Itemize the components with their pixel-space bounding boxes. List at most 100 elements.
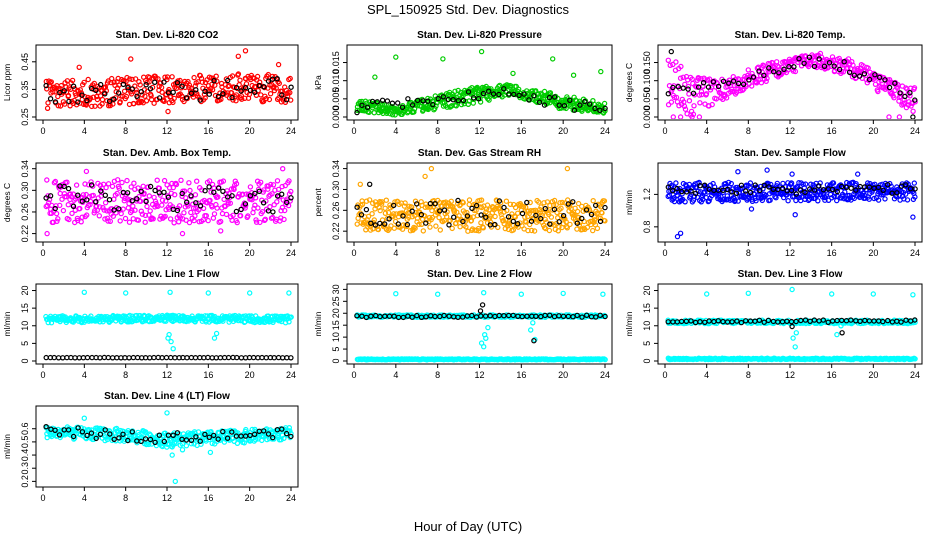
data-point bbox=[687, 99, 691, 103]
y-tick-label: 0.30 bbox=[20, 182, 30, 200]
x-tick-label: 16 bbox=[827, 126, 837, 136]
y-axis-label: degrees C bbox=[624, 63, 634, 102]
data-point bbox=[595, 226, 599, 230]
data-point bbox=[791, 336, 795, 340]
data-point bbox=[111, 356, 115, 360]
data-point bbox=[364, 208, 368, 212]
data-point bbox=[746, 68, 750, 72]
data-point bbox=[580, 204, 584, 208]
data-point bbox=[561, 291, 565, 295]
data-point bbox=[236, 54, 240, 58]
data-point bbox=[45, 232, 49, 236]
data-point bbox=[467, 202, 471, 206]
x-tick-label: 24 bbox=[286, 370, 296, 380]
data-point bbox=[749, 207, 753, 211]
y-tick-label: 10 bbox=[642, 321, 652, 331]
data-point bbox=[467, 198, 471, 202]
data-point bbox=[143, 220, 147, 224]
data-point bbox=[221, 189, 225, 193]
data-point bbox=[164, 356, 168, 360]
data-point bbox=[58, 191, 62, 195]
y-tick-label: 0.34 bbox=[20, 160, 30, 178]
data-point bbox=[394, 55, 398, 59]
data-point bbox=[271, 183, 275, 187]
x-tick-label: 8 bbox=[435, 248, 440, 258]
data-point bbox=[436, 292, 440, 296]
data-point bbox=[786, 199, 790, 203]
data-point bbox=[148, 209, 152, 213]
panel-title: Stan. Dev. Line 4 (LT) Flow bbox=[104, 391, 230, 402]
data-point bbox=[511, 71, 515, 75]
data-point bbox=[669, 100, 673, 104]
data-point bbox=[502, 205, 506, 209]
data-point bbox=[168, 290, 172, 294]
x-tick-label: 20 bbox=[558, 370, 568, 380]
x-tick-label: 4 bbox=[82, 493, 87, 503]
y-tick-label: 30 bbox=[331, 284, 341, 294]
x-tick-label: 24 bbox=[286, 248, 296, 258]
y-tick-label: 0.35 bbox=[20, 81, 30, 99]
point-layer bbox=[666, 50, 917, 120]
data-point bbox=[281, 167, 285, 171]
data-point bbox=[429, 167, 433, 171]
data-point bbox=[911, 115, 915, 119]
x-tick-label: 24 bbox=[286, 493, 296, 503]
data-point bbox=[482, 291, 486, 295]
data-point bbox=[493, 214, 497, 218]
data-point bbox=[679, 115, 683, 119]
data-point bbox=[912, 181, 916, 185]
y-axis-label: ml/min bbox=[624, 190, 634, 215]
data-point bbox=[238, 78, 242, 82]
series-cyan bbox=[355, 357, 607, 362]
x-tick-label: 24 bbox=[600, 248, 610, 258]
data-point bbox=[394, 292, 398, 296]
series-cyan bbox=[355, 291, 607, 349]
x-tick-label: 8 bbox=[123, 126, 128, 136]
data-point bbox=[396, 101, 400, 105]
x-tick-label: 16 bbox=[203, 248, 213, 258]
data-point bbox=[160, 203, 164, 207]
data-point bbox=[478, 309, 482, 313]
data-point bbox=[145, 204, 149, 208]
panel-title: Stan. Dev. Li-820 Temp. bbox=[735, 30, 846, 41]
series-blue bbox=[666, 168, 917, 239]
data-point bbox=[131, 356, 135, 360]
data-point bbox=[147, 194, 151, 198]
x-tick-label: 20 bbox=[245, 493, 255, 503]
x-tick-label: 0 bbox=[662, 126, 667, 136]
data-point bbox=[61, 209, 65, 213]
data-point bbox=[486, 326, 490, 330]
x-tick-label: 0 bbox=[351, 370, 356, 380]
data-point bbox=[406, 97, 410, 101]
data-point bbox=[55, 212, 59, 216]
data-point bbox=[107, 198, 111, 202]
panel-title: Stan. Dev. Line 1 Flow bbox=[115, 269, 220, 280]
data-point bbox=[184, 444, 188, 448]
data-point bbox=[871, 292, 875, 296]
data-point bbox=[212, 336, 216, 340]
data-point bbox=[171, 90, 175, 94]
x-tick-label: 24 bbox=[910, 370, 920, 380]
data-point bbox=[131, 204, 135, 208]
data-point bbox=[911, 215, 915, 219]
data-point bbox=[182, 211, 186, 215]
data-point bbox=[480, 50, 484, 54]
y-tick-label: 15 bbox=[642, 303, 652, 313]
data-point bbox=[385, 99, 389, 103]
data-point bbox=[110, 184, 114, 188]
data-point bbox=[830, 292, 834, 296]
data-point bbox=[188, 188, 192, 192]
data-point bbox=[153, 188, 157, 192]
x-tick-label: 8 bbox=[123, 248, 128, 258]
x-tick-label: 8 bbox=[435, 370, 440, 380]
x-tick-label: 4 bbox=[82, 248, 87, 258]
x-tick-label: 20 bbox=[245, 126, 255, 136]
data-point bbox=[666, 58, 670, 62]
figure-x-axis-label: Hour of Day (UTC) bbox=[414, 519, 522, 534]
data-point bbox=[169, 356, 173, 360]
data-point bbox=[173, 356, 177, 360]
x-tick-label: 12 bbox=[474, 370, 484, 380]
